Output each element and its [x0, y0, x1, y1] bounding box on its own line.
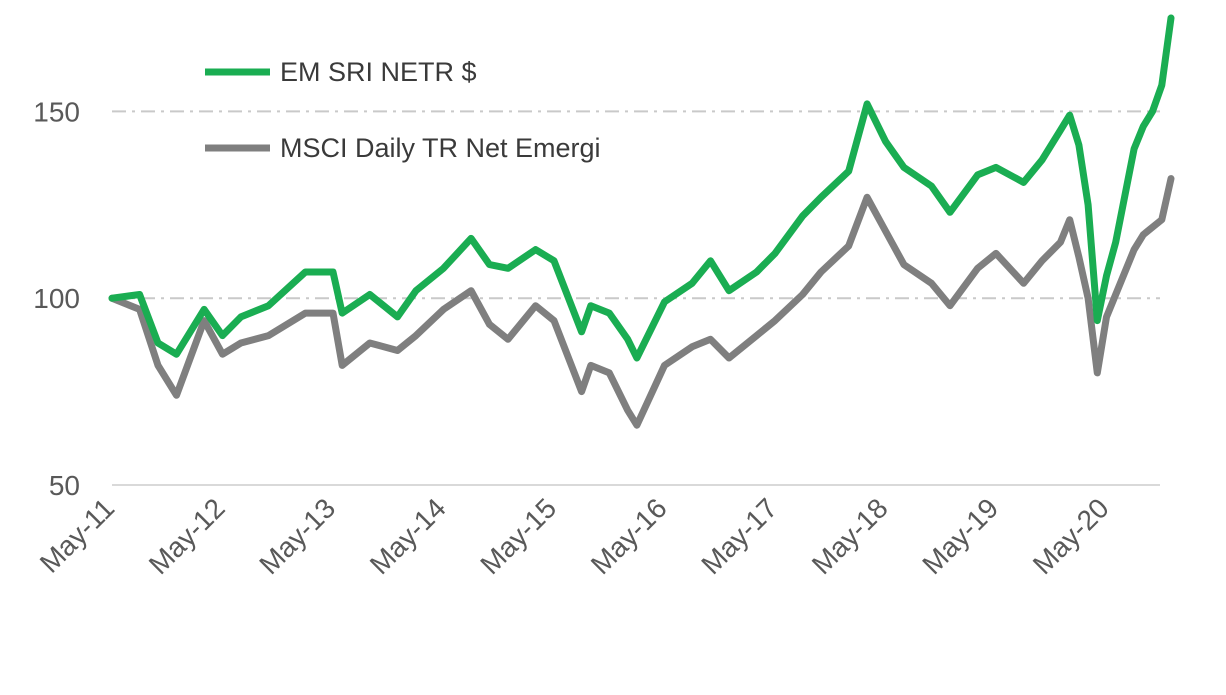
x-tick-label: May-14 [364, 492, 452, 580]
y-tick-label: 100 [33, 283, 80, 314]
x-tick-label: May-13 [253, 492, 341, 580]
legend-label-em-sri: EM SRI NETR $ [280, 57, 477, 87]
x-tick-label: May-16 [585, 492, 673, 580]
series-line-msci [108, 175, 1175, 429]
legend-label-msci: MSCI Daily TR Net Emergi [280, 133, 601, 163]
x-tick-label: May-11 [34, 492, 120, 578]
y-tick-label: 50 [49, 470, 80, 501]
x-tick-label: May-15 [474, 492, 562, 580]
series-lines [108, 14, 1175, 429]
y-tick-label: 150 [33, 96, 80, 127]
legend: EM SRI NETR $ MSCI Daily TR Net Emergi [205, 57, 601, 163]
x-tick-label: May-17 [695, 492, 783, 580]
x-tick-label: May-19 [916, 492, 1004, 580]
x-tick-label: May-12 [143, 492, 231, 580]
gridlines [112, 110, 1160, 300]
series-line-em-sri [108, 14, 1175, 362]
x-tick-label: May-20 [1027, 492, 1115, 580]
x-tick-label: May-18 [806, 492, 894, 580]
